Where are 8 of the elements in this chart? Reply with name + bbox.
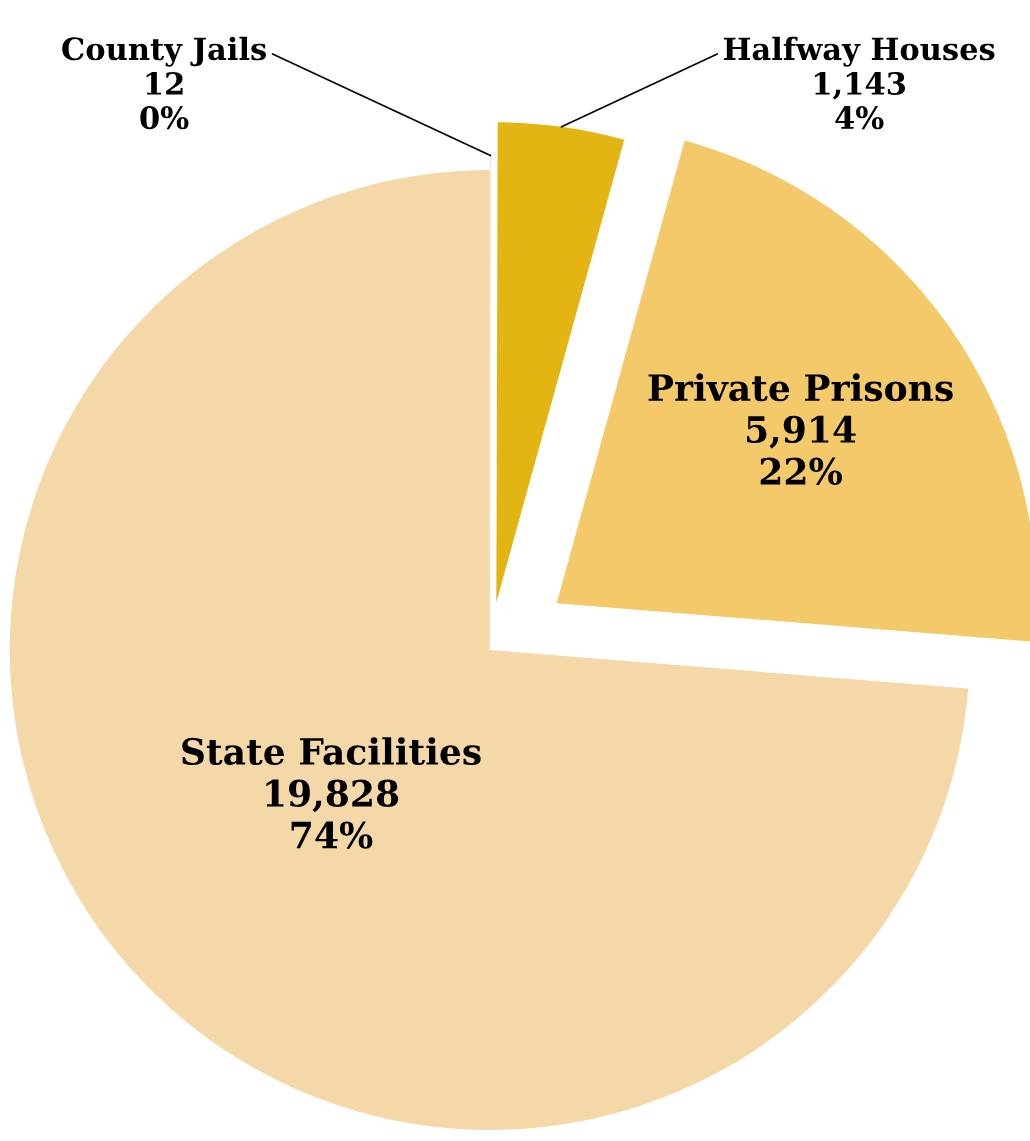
data-label: 1,143 4% xyxy=(815,71,906,130)
slice-label: County Jails xyxy=(62,36,266,67)
slice-label: State Facilities xyxy=(182,737,481,766)
slice-label: Private Prisons xyxy=(648,373,953,402)
slice-label: Halfway Houses xyxy=(723,36,995,67)
data-label: 12 0% xyxy=(140,71,189,130)
data-label: 5,914 22% xyxy=(747,415,856,485)
data-label: 19,828 74% xyxy=(266,779,399,849)
